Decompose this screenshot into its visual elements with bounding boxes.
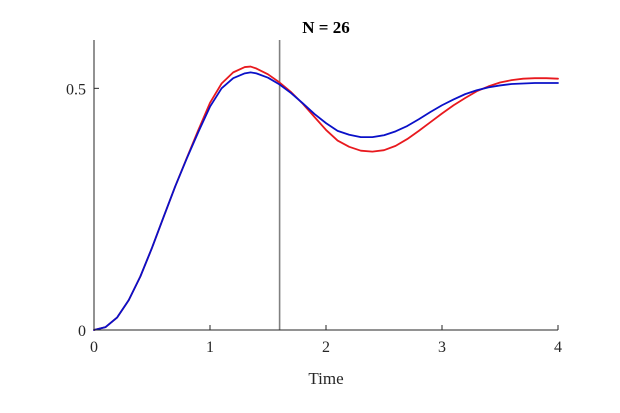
- x-tick-label: 0: [90, 339, 98, 356]
- y-axis: 00.5: [66, 40, 99, 340]
- y-tick-label: 0.5: [66, 81, 86, 98]
- x-tick-label: 3: [438, 339, 446, 356]
- x-axis: 0 1 2 3 4: [90, 325, 562, 356]
- series-line-2: [93, 71, 559, 331]
- plot-area: [93, 40, 559, 331]
- x-tick-label: 4: [554, 339, 562, 356]
- chart-title: N = 26: [302, 18, 349, 37]
- x-axis-label: Time: [308, 369, 343, 388]
- x-tick-label: 1: [206, 339, 214, 356]
- y-tick-label: 0: [78, 323, 86, 340]
- x-tick-label: 2: [322, 339, 330, 356]
